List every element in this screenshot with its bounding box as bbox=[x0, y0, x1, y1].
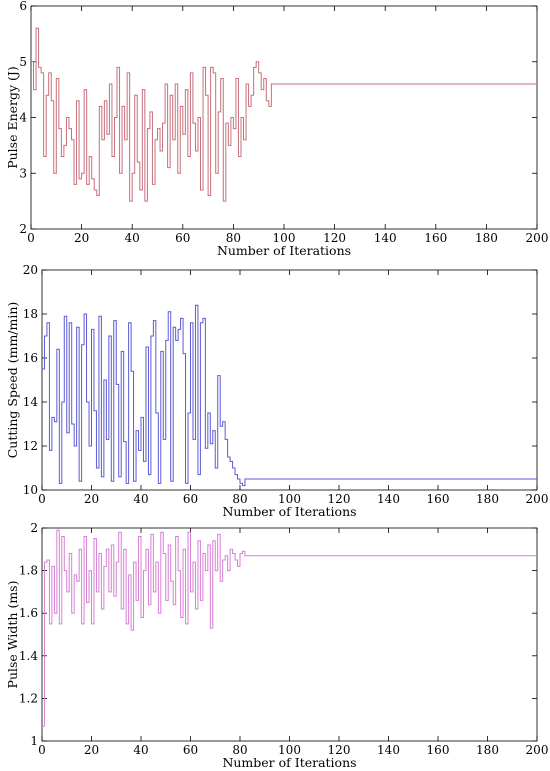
x-tick-label: 40 bbox=[133, 743, 148, 757]
x-tick-label: 140 bbox=[374, 231, 397, 245]
chart-panel-1: 0 20 40 60 80 100 120 140 160 180 200 2 3 4 5 6 Number o… bbox=[5, 0, 548, 258]
x-tick-label: 100 bbox=[278, 492, 301, 506]
y-tick-label: 1.8 bbox=[19, 564, 38, 578]
x-tick-label: 180 bbox=[476, 492, 499, 506]
y-tick-label: 18 bbox=[23, 307, 38, 321]
x-tick-label: 100 bbox=[278, 743, 301, 757]
x-tick-label: 20 bbox=[74, 231, 89, 245]
x-tick-label: 120 bbox=[328, 743, 351, 757]
x-axis-label: Number of Iterations bbox=[222, 755, 356, 770]
series-line bbox=[42, 529, 537, 727]
x-tick-label: 160 bbox=[427, 492, 450, 506]
x-tick-label: 80 bbox=[232, 743, 247, 757]
y-tick-label: 1.4 bbox=[19, 649, 38, 663]
x-tick-label: 200 bbox=[526, 231, 549, 245]
y-tick-label: 20 bbox=[23, 263, 38, 277]
axes-frame bbox=[41, 527, 538, 742]
y-tick-label: 3 bbox=[19, 166, 27, 180]
x-tick-label: 0 bbox=[27, 231, 35, 245]
chart-panel-3: 0 20 40 60 80 100 120 140 160 180 200 1 1.2 1.4 1.6 1.8… bbox=[5, 521, 548, 770]
y-tick-label: 1.2 bbox=[19, 691, 38, 705]
x-tick-label: 40 bbox=[133, 492, 148, 506]
x-tick-label: 40 bbox=[125, 231, 140, 245]
x-tick-label: 60 bbox=[183, 743, 198, 757]
x-tick-label: 80 bbox=[232, 492, 247, 506]
x-tick-label: 0 bbox=[38, 743, 46, 757]
x-axis-label: Number of Iterations bbox=[222, 504, 356, 519]
y-tick-label: 16 bbox=[23, 351, 38, 365]
y-axis-label: Pulse Width (ms) bbox=[5, 581, 20, 689]
x-tick-label: 0 bbox=[38, 492, 46, 506]
chart-panel-2: 0 20 40 60 80 100 120 140 160 180 200 10 12 14 16 18 20 N… bbox=[5, 263, 548, 519]
series-line bbox=[31, 27, 537, 202]
x-tick-label: 140 bbox=[377, 492, 400, 506]
y-tick-label: 1 bbox=[30, 734, 38, 748]
x-tick-label: 200 bbox=[526, 492, 549, 506]
y-axis-label: Cutting Speed (mm/min) bbox=[5, 302, 20, 459]
y-tick-label: 14 bbox=[23, 395, 39, 409]
x-tick-label: 20 bbox=[84, 743, 99, 757]
x-tick-label: 200 bbox=[526, 743, 549, 757]
y-tick-label: 5 bbox=[19, 55, 27, 69]
x-tick-label: 20 bbox=[84, 492, 99, 506]
x-tick-label: 120 bbox=[323, 231, 346, 245]
y-tick-label: 4 bbox=[19, 111, 27, 125]
x-tick-label: 60 bbox=[175, 231, 190, 245]
x-tick-label: 80 bbox=[226, 231, 241, 245]
x-tick-label: 120 bbox=[328, 492, 351, 506]
x-tick-label: 180 bbox=[475, 231, 498, 245]
x-tick-label: 180 bbox=[476, 743, 499, 757]
x-tick-label: 140 bbox=[377, 743, 400, 757]
x-tick-label: 160 bbox=[427, 743, 450, 757]
y-tick-label: 6 bbox=[19, 0, 27, 13]
y-tick-label: 10 bbox=[23, 483, 38, 497]
y-axis-label: Pulse Energy (J) bbox=[5, 66, 20, 169]
y-tick-label: 1.6 bbox=[19, 606, 38, 620]
y-tick-label: 2 bbox=[19, 222, 27, 236]
x-tick-label: 60 bbox=[183, 492, 198, 506]
y-tick-label: 12 bbox=[23, 439, 38, 453]
y-tick-label: 2 bbox=[30, 521, 38, 535]
x-tick-label: 100 bbox=[273, 231, 296, 245]
series-line bbox=[42, 304, 537, 487]
x-axis-label: Number of Iterations bbox=[217, 243, 351, 258]
x-tick-label: 160 bbox=[424, 231, 447, 245]
